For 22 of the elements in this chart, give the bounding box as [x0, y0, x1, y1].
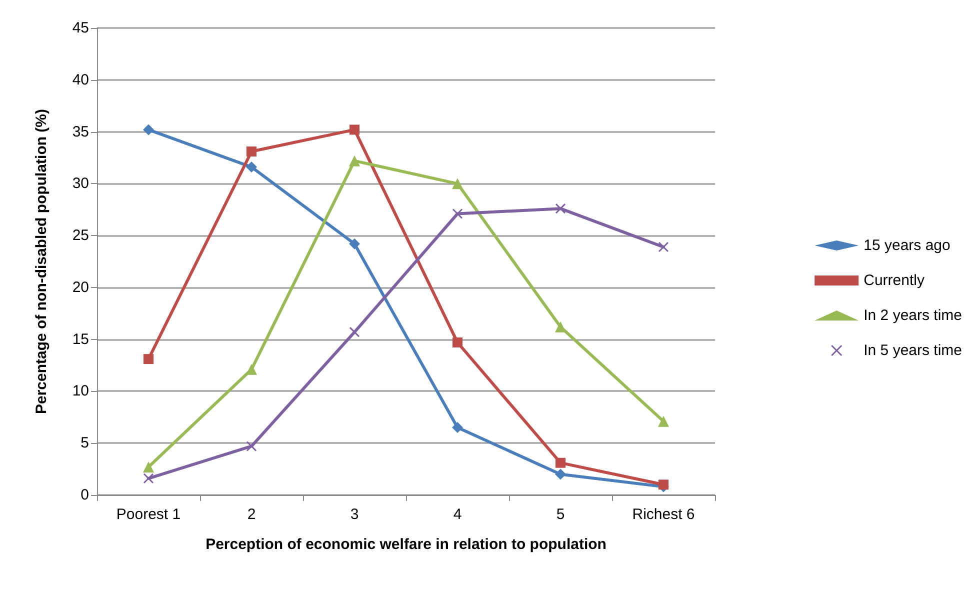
y-tick-label: 5	[80, 434, 89, 452]
y-tick-label: 25	[72, 227, 89, 244]
legend-label: In 5 years time	[864, 342, 962, 359]
y-tick-label: 45	[72, 20, 89, 36]
legend-label: 15 years ago	[864, 237, 950, 254]
x-tick-label: 4	[453, 506, 462, 523]
y-tick-label: 30	[72, 175, 89, 192]
legend-label: Currently	[864, 272, 925, 289]
x-tick-label: 5	[556, 506, 565, 523]
y-tick-label: 0	[80, 486, 89, 504]
x-tick-label: 3	[350, 506, 359, 523]
x-tick-label: Richest 6	[632, 506, 695, 523]
y-tick-label: 35	[72, 123, 89, 140]
legend-label: In 2 years time	[864, 307, 962, 324]
x-tick-label: Poorest 1	[116, 506, 181, 523]
x-tick-label: 2	[247, 506, 256, 523]
y-tick-label: 10	[72, 382, 89, 400]
y-tick-label: 20	[72, 278, 89, 296]
y-tick-label: 15	[72, 330, 89, 348]
x-axis-title: Perception of economic welfare in relation to population	[206, 536, 606, 553]
y-tick-label: 40	[72, 71, 89, 88]
y-axis-title: Percentage of non-disabled population (%)	[33, 108, 50, 414]
